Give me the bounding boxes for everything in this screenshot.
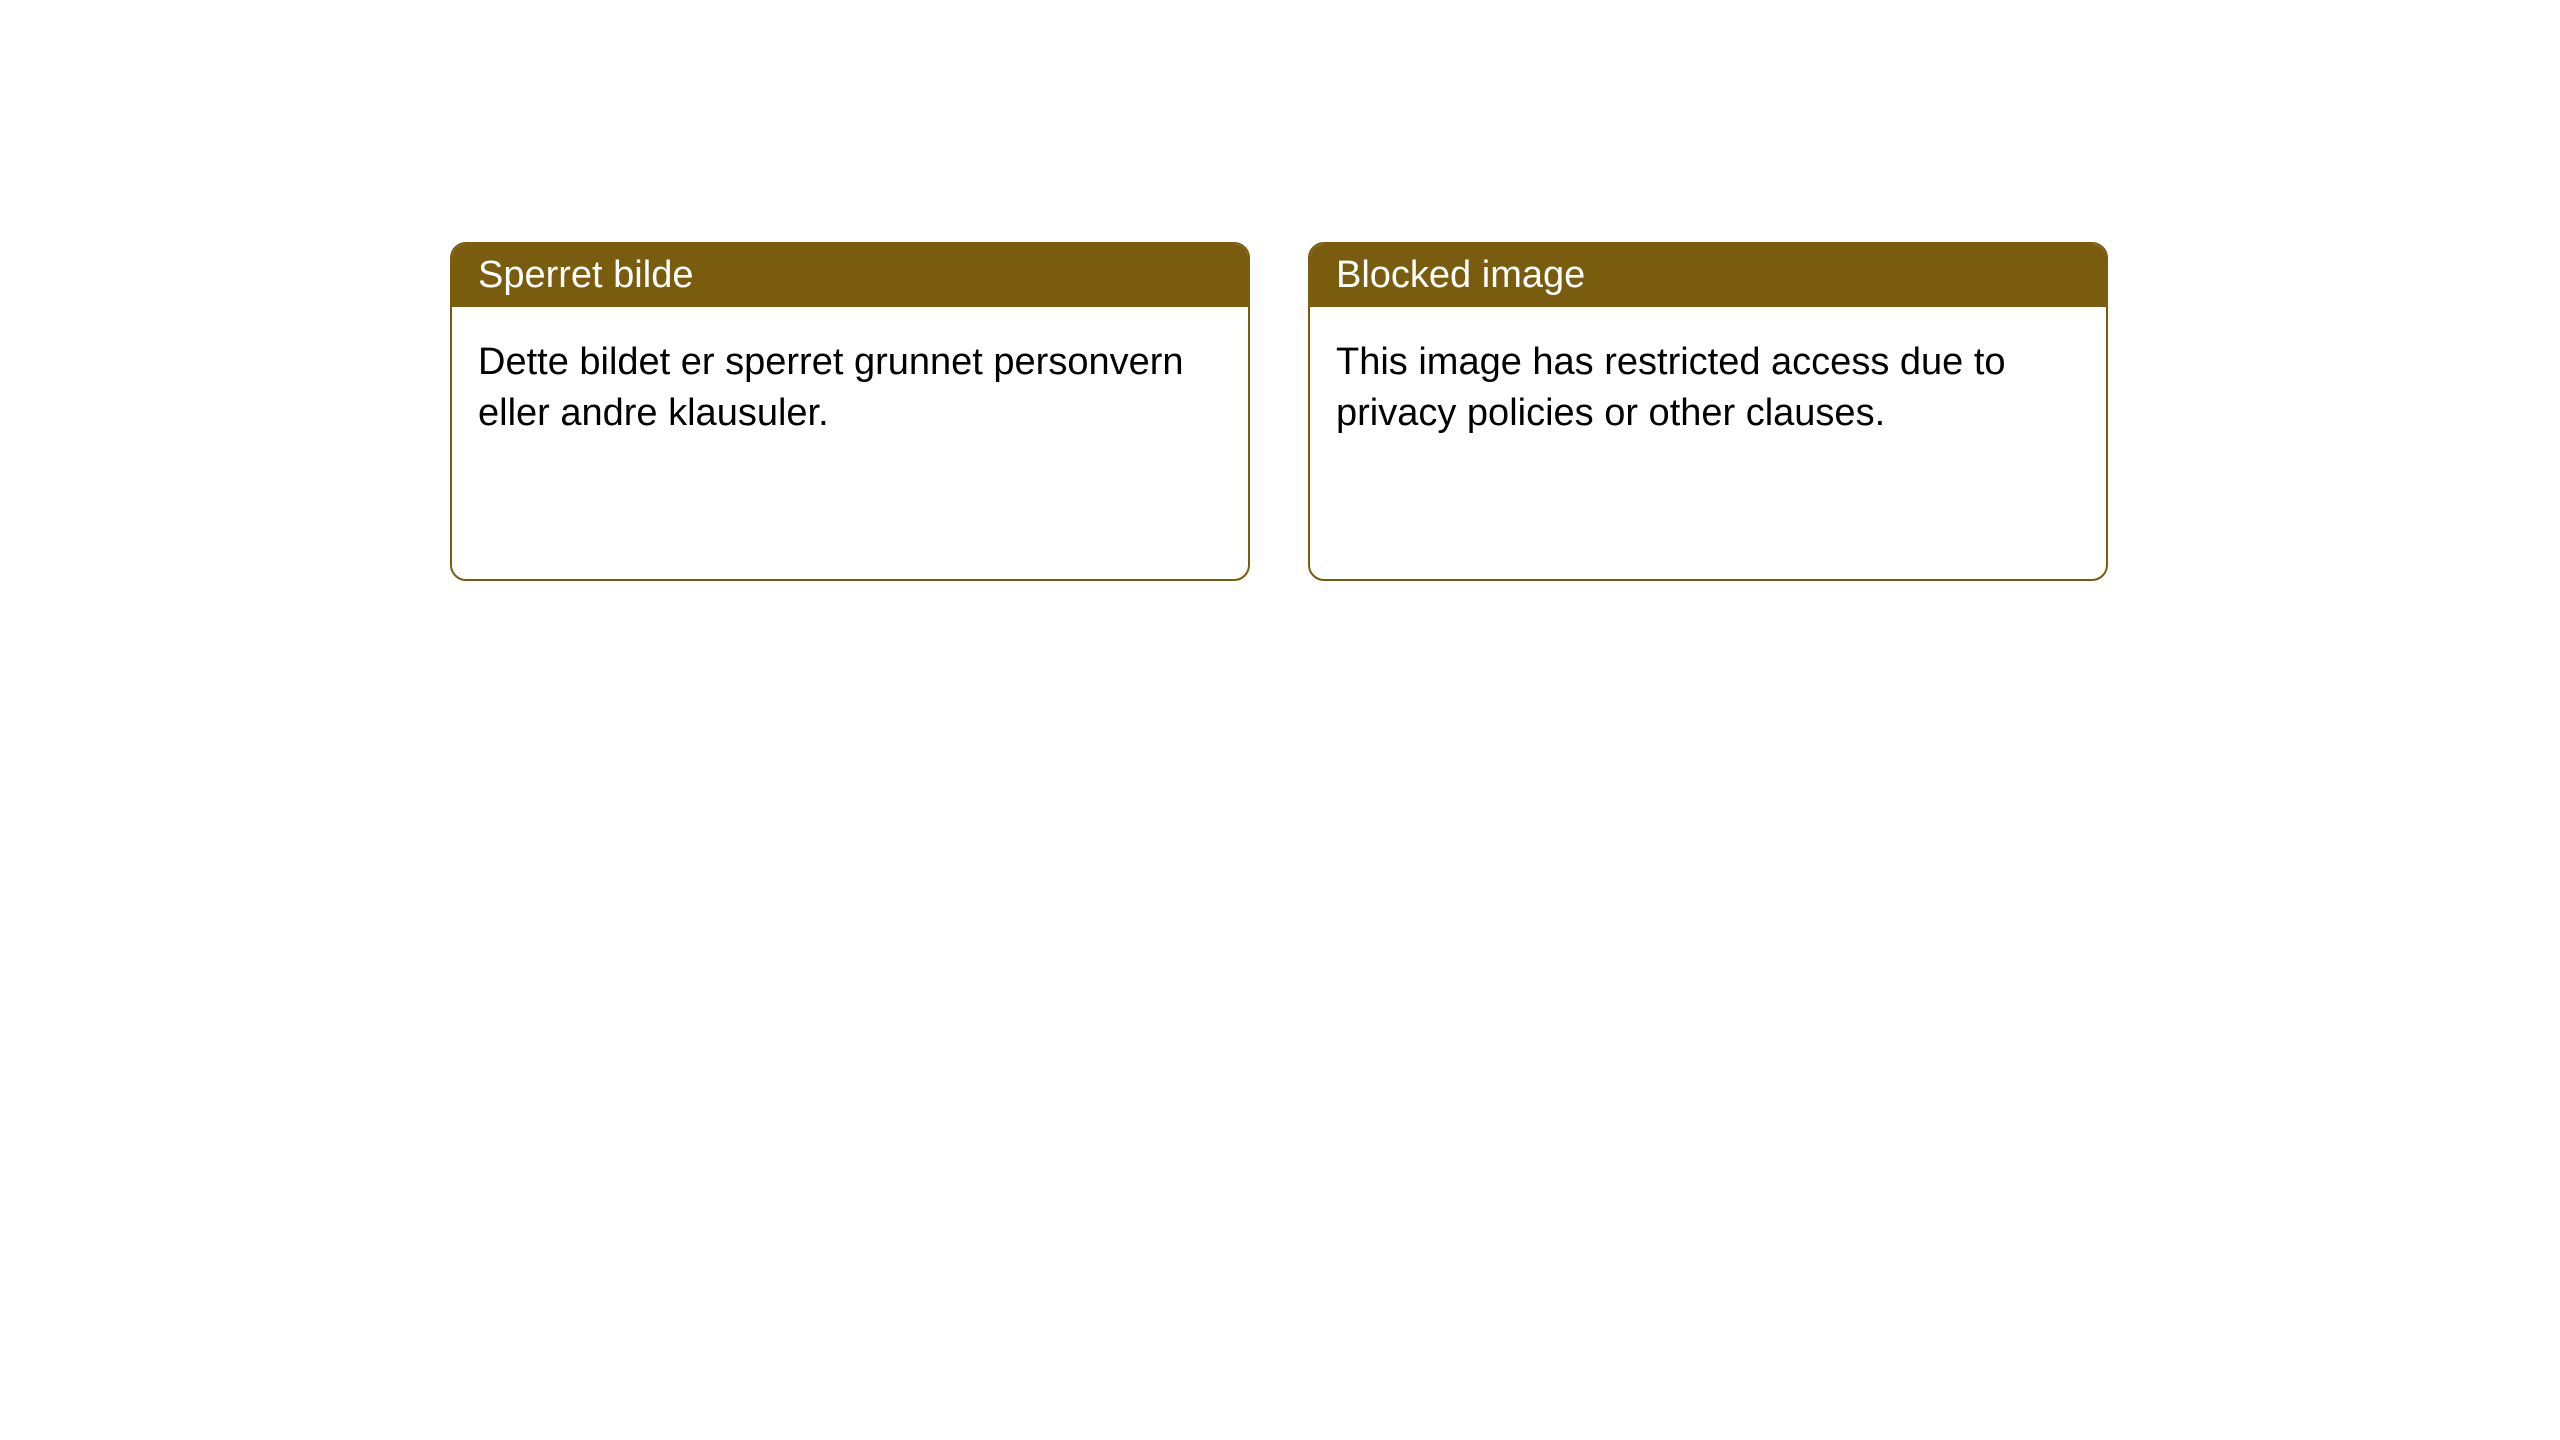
- notice-title-english: Blocked image: [1310, 244, 2106, 307]
- notice-body-english: This image has restricted access due to …: [1310, 307, 2106, 579]
- notice-card-norwegian: Sperret bilde Dette bildet er sperret gr…: [450, 242, 1250, 581]
- notice-title-norwegian: Sperret bilde: [452, 244, 1248, 307]
- notice-body-norwegian: Dette bildet er sperret grunnet personve…: [452, 307, 1248, 579]
- notice-container: Sperret bilde Dette bildet er sperret gr…: [0, 0, 2560, 581]
- notice-card-english: Blocked image This image has restricted …: [1308, 242, 2108, 581]
